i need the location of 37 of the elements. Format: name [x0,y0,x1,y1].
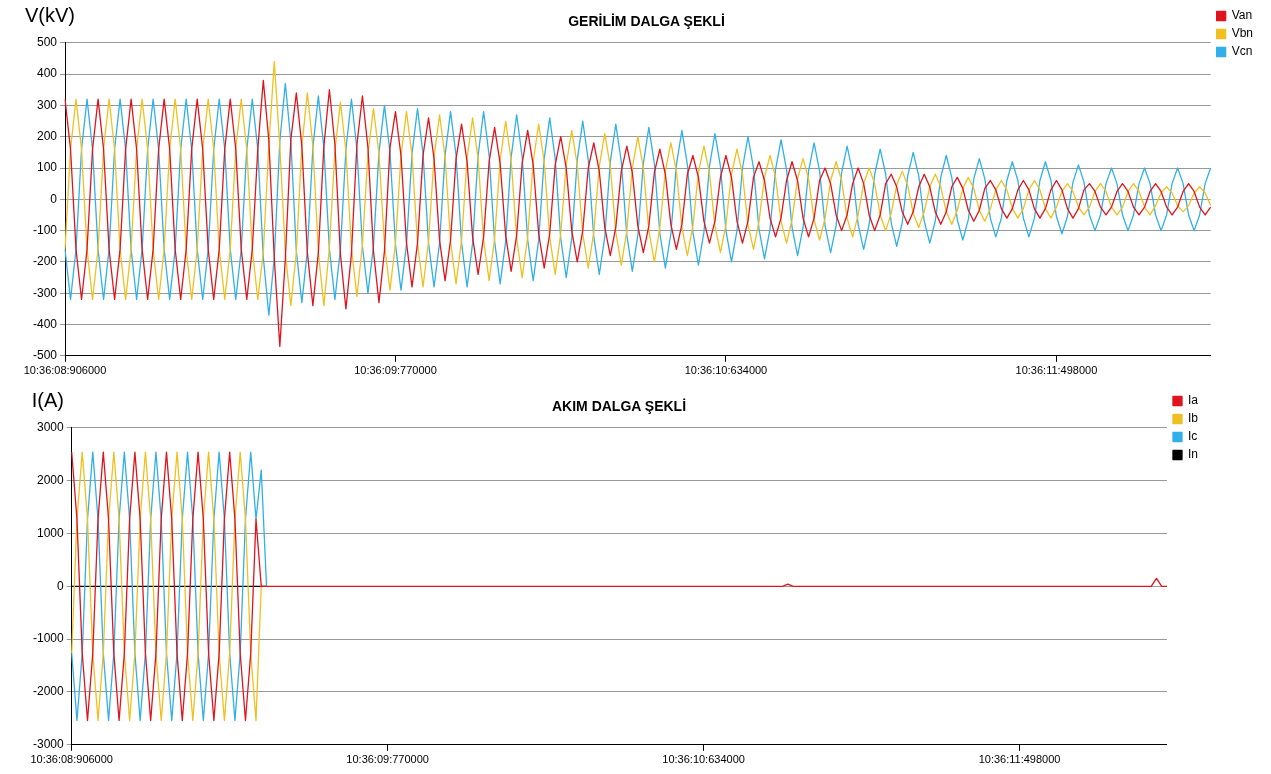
y-tick-label: -500 [32,348,58,363]
y-tick-label: -300 [32,285,58,300]
y-tick-label: -1000 [32,631,65,646]
y-tick-label: 1000 [36,525,65,540]
x-tick-label: 10:36:08:906000 [30,753,113,766]
y-tick-label: 100 [36,160,58,175]
y-tick-label: 400 [36,66,58,81]
x-tick-label: 10:36:10:634000 [684,364,768,377]
y-tick-label: -3000 [32,737,65,752]
y-tick-label: 0 [50,191,58,206]
y-tick-label: 0 [57,578,64,593]
legend-label: Vcn [1231,44,1253,59]
y-tick-label: 2000 [36,472,65,487]
x-tick-label: 10:36:11:498000 [978,753,1061,766]
y-axis-title: I(A) [31,388,64,411]
y-tick-label: -2000 [32,684,65,699]
legend-label: Ic [1187,429,1198,444]
y-tick-label: 300 [36,97,58,112]
x-tick-label: 10:36:08:906000 [23,364,107,377]
y-tick-label: -400 [32,316,58,331]
legend-label: In [1187,447,1199,462]
y-tick-label: -100 [32,222,58,237]
y-tick-label: 200 [36,129,58,144]
x-tick-label: 10:36:11:498000 [1015,364,1098,377]
y-axis-title: V(kV) [25,3,76,26]
y-tick-label: -200 [32,254,58,269]
x-tick-label: 10:36:10:634000 [662,753,745,766]
legend-label: Van [1231,8,1253,23]
legend-label: Ia [1187,393,1199,408]
chart-title: AKIM DALGA ŞEKLİ [551,398,687,415]
x-tick-label: 10:36:09:770000 [354,364,437,377]
legend-label: Vbn [1231,26,1254,41]
y-tick-label: 500 [36,35,58,50]
chart-title: GERİLİM DALGA ŞEKLİ [568,13,725,30]
legend-label: Ib [1187,411,1199,426]
y-tick-label: 3000 [36,420,65,435]
x-tick-label: 10:36:09:770000 [346,753,429,766]
